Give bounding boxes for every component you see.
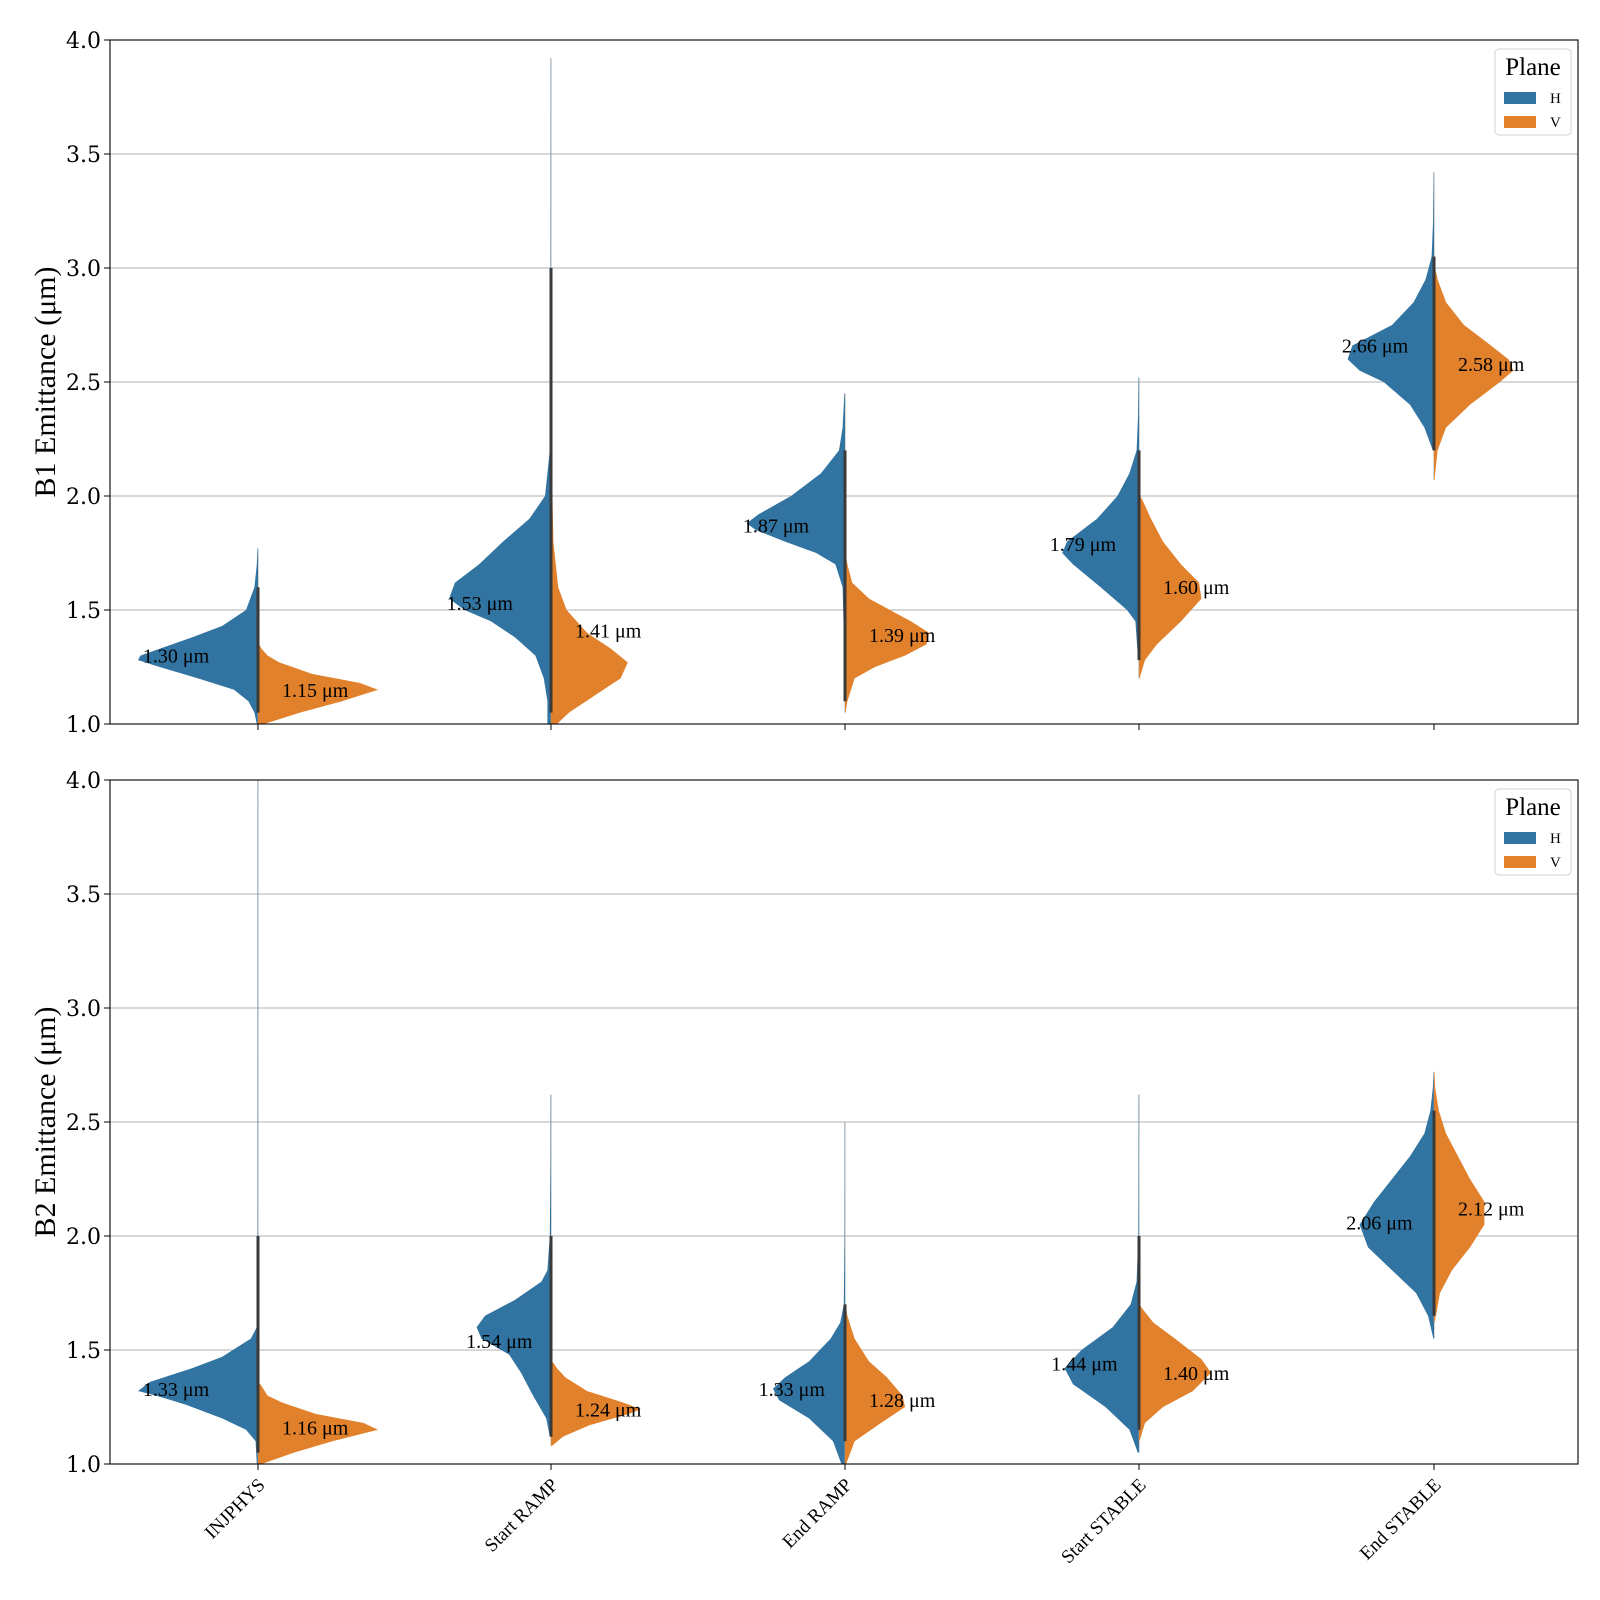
median-label-v: 1.41 μm [575,621,642,643]
median-label-v: 1.15 μm [282,680,349,702]
y-tick-label: 1.5 [66,599,101,624]
y-tick-label: 2.5 [66,371,101,396]
violins [138,780,1485,1464]
violin-v-3 [845,553,929,713]
violin-v-1 [258,644,378,724]
panel-2: 1.33 μm 1.16 μm 1.54 μm 1.24 μm 1.33 μm 1.28 … [29,769,1579,1478]
x-category-label: End RAMP [779,1475,857,1553]
median-label-v: 1.28 μm [869,1390,936,1412]
violin-v-5 [1434,268,1514,481]
y-tick-label: 3.5 [66,883,101,908]
median-label-h: 1.30 μm [143,646,210,668]
median-label-v: 1.16 μm [282,1418,349,1440]
median-label-h: 1.33 μm [759,1379,826,1401]
median-label-v: 1.24 μm [575,1399,642,1421]
legend-item-h: H [1550,91,1561,107]
violin-v-2 [551,336,628,724]
y-tick-label: 3.0 [66,997,101,1022]
legend-title: Plane [1505,794,1561,821]
median-label-h: 1.33 μm [143,1379,210,1401]
violin-h-4 [1062,377,1139,656]
violin-h-2 [476,1094,551,1437]
y-axis-label: B2 Emittance (μm) [29,1006,62,1237]
median-label-h: 1.54 μm [466,1331,533,1353]
y-axis-label: B1 Emittance (μm) [29,266,62,497]
legend-swatch-v [1504,116,1536,128]
legend: Plane HV [1494,48,1572,136]
violin-v-4 [1139,496,1202,679]
median-label-v: 2.12 μm [1458,1199,1525,1221]
x-category-label: Start RAMP [481,1475,563,1557]
y-tick-label: 1.0 [66,1453,101,1478]
y-tick-label: 2.0 [66,485,101,510]
median-label-h: 1.44 μm [1051,1354,1118,1376]
violin-v-2 [551,1361,641,1446]
median-label-h: 1.53 μm [447,593,514,615]
median-label-v: 1.40 μm [1163,1363,1230,1385]
y-tick-label: 1.5 [66,1339,101,1364]
y-tick-label: 4.0 [66,29,101,54]
panel-1: 1.30 μm 1.15 μm 1.53 μm 1.41 μm 1.87 μm 1.39 … [29,29,1579,738]
legend-item-h: H [1550,831,1561,847]
violins [138,58,1514,724]
violin-v-1 [258,1384,378,1464]
y-tick-label: 4.0 [66,769,101,794]
violin-h-3 [773,1122,845,1464]
y-tick-label: 1.0 [66,713,101,738]
violin-h-2 [449,58,551,724]
violin-h-5 [1359,1071,1434,1339]
x-category-label: End STABLE [1356,1475,1446,1565]
violin-h-1 [138,548,258,724]
y-tick-label: 3.0 [66,257,101,282]
y-tick-label: 3.5 [66,143,101,168]
legend-swatch-v [1504,856,1536,868]
violin-v-5 [1434,1071,1485,1323]
violin-v-3 [845,1304,905,1464]
median-label-v: 1.39 μm [869,625,936,647]
legend-item-v: V [1550,855,1561,871]
violin-h-3 [746,393,845,679]
legend-swatch-h [1504,92,1536,104]
y-tick-label: 2.0 [66,1225,101,1250]
y-tick-label: 2.5 [66,1111,101,1136]
legend-item-v: V [1550,115,1561,131]
x-category-label: INJPHYS [201,1475,270,1544]
legend-swatch-h [1504,832,1536,844]
median-label-h: 1.87 μm [743,516,810,538]
legend: Plane HV [1494,788,1572,876]
median-label-v: 2.58 μm [1458,354,1525,376]
median-label-v: 1.60 μm [1163,577,1230,599]
x-category-label: Start STABLE [1057,1475,1150,1568]
legend-title: Plane [1505,54,1561,81]
violin-v-4 [1139,1304,1211,1442]
median-label-h: 2.06 μm [1346,1212,1413,1234]
violin-h-1 [138,780,258,1464]
median-label-h: 2.66 μm [1342,336,1409,358]
median-label-h: 1.79 μm [1050,534,1117,556]
violin-h-5 [1347,172,1434,451]
violin-h-4 [1064,1094,1139,1453]
